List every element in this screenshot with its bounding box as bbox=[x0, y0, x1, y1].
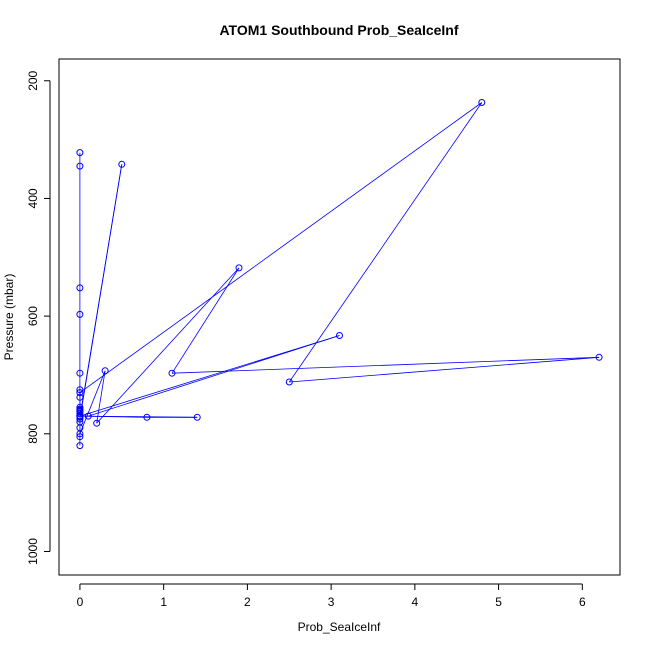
x-axis: 0 1 2 3 4 5 6 bbox=[77, 583, 586, 609]
series-segment bbox=[96, 267, 240, 424]
data-point bbox=[84, 412, 92, 420]
data-point bbox=[76, 386, 84, 394]
y-axis-label: Pressure (mbar) bbox=[2, 274, 16, 361]
data-point bbox=[193, 413, 201, 421]
data-point bbox=[595, 353, 603, 361]
series-segment bbox=[171, 356, 600, 374]
y-tick-label: 400 bbox=[26, 188, 40, 208]
data-point bbox=[76, 409, 84, 417]
y-tick-label: 1000 bbox=[26, 538, 40, 565]
data-point bbox=[76, 412, 84, 420]
data-point bbox=[76, 162, 84, 170]
y-tick-label: 200 bbox=[26, 70, 40, 90]
series-segment bbox=[79, 370, 106, 434]
y-axis: 200 400 600 800 1000 bbox=[26, 70, 51, 565]
series-lines bbox=[79, 102, 600, 446]
data-point bbox=[76, 393, 84, 401]
x-tick-label: 6 bbox=[579, 595, 586, 609]
series-segment bbox=[288, 102, 483, 383]
y-tick-label: 600 bbox=[26, 306, 40, 326]
data-point bbox=[235, 264, 243, 272]
data-point bbox=[76, 149, 84, 157]
data-point bbox=[93, 419, 101, 427]
data-point bbox=[336, 332, 343, 339]
data-point bbox=[76, 433, 84, 441]
data-point bbox=[76, 430, 84, 438]
x-tick-label: 0 bbox=[77, 595, 84, 609]
y-tick-label: 800 bbox=[26, 423, 40, 443]
series-segment bbox=[96, 370, 106, 424]
data-point bbox=[101, 367, 109, 375]
series-segment bbox=[79, 335, 340, 417]
series-segment bbox=[171, 267, 240, 374]
data-point bbox=[478, 99, 486, 106]
data-point bbox=[143, 413, 151, 421]
plot-frame bbox=[58, 58, 621, 576]
x-tick-label: 3 bbox=[328, 595, 335, 609]
series-points bbox=[76, 99, 603, 450]
chart-title: ATOM1 Southbound Prob_SeaIceInf bbox=[219, 22, 458, 38]
data-point bbox=[285, 378, 293, 386]
data-point bbox=[76, 369, 84, 377]
x-axis-label: Prob_SeaIceInf bbox=[298, 620, 381, 634]
data-point bbox=[76, 442, 84, 450]
data-point bbox=[76, 389, 84, 397]
series-segment bbox=[289, 356, 600, 383]
series-segment bbox=[79, 102, 483, 393]
x-tick-label: 1 bbox=[160, 595, 167, 609]
data-point bbox=[168, 369, 176, 377]
data-point bbox=[76, 310, 84, 318]
x-tick-label: 5 bbox=[495, 595, 502, 609]
data-point bbox=[118, 160, 126, 168]
x-tick-label: 2 bbox=[244, 595, 251, 609]
x-tick-label: 4 bbox=[412, 595, 419, 609]
series-segment bbox=[88, 335, 340, 417]
series-segment bbox=[79, 164, 123, 420]
data-point bbox=[76, 284, 84, 292]
series-segment bbox=[79, 415, 198, 418]
